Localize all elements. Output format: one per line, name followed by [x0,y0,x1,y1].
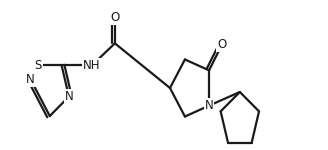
Text: O: O [217,38,227,51]
Text: N: N [205,99,214,112]
Text: NH: NH [83,59,101,72]
Text: N: N [65,90,73,103]
Text: O: O [110,11,119,24]
Text: N: N [26,73,35,86]
Text: S: S [34,59,42,72]
